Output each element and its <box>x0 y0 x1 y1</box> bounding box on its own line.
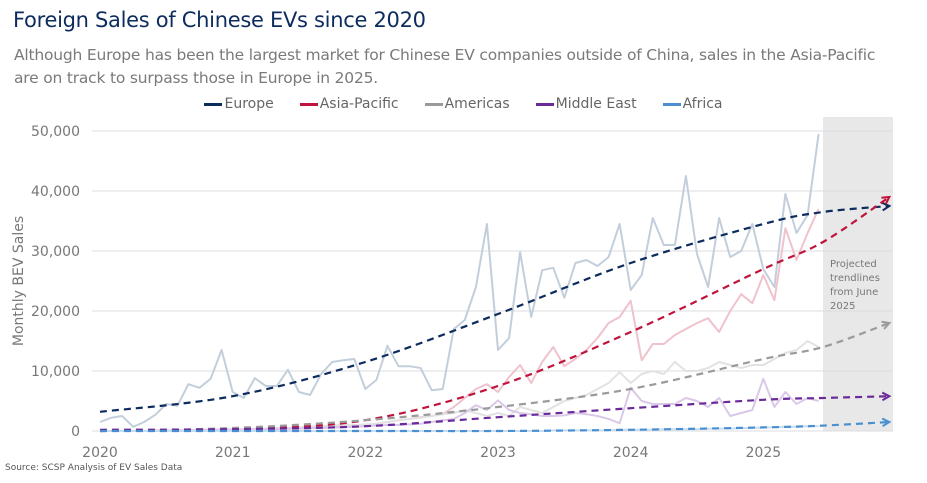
legend-swatch <box>424 102 443 106</box>
y-axis-title: Monthly BEV Sales <box>11 216 27 346</box>
trendline-africa <box>100 420 890 433</box>
trendline-arrow-americas <box>881 320 892 330</box>
legend-swatch <box>535 102 554 106</box>
projection-annotation: Projected <box>830 259 877 270</box>
legend-swatch <box>662 102 681 106</box>
y-tick-label: 20,000 <box>31 304 80 320</box>
x-tick-label: 2022 <box>348 445 384 461</box>
projection-shade <box>823 117 893 431</box>
projection-annotation: 2025 <box>830 301 855 312</box>
y-tick-label: 0 <box>71 424 80 440</box>
legend-label: Asia-Pacific <box>319 96 399 112</box>
y-tick-label: 50,000 <box>31 124 80 140</box>
x-tick-label: 2021 <box>215 445 251 461</box>
chart-title: Foreign Sales of Chinese EVs since 2020 <box>13 8 426 32</box>
chart-subtitle: Although Europe has been the largest mar… <box>14 46 876 87</box>
legend-item-middle-east: Middle East <box>535 96 637 112</box>
projection-annotation: from June <box>830 287 878 298</box>
series-line-americas <box>100 340 820 432</box>
legend: Europe Asia-Pacific Americas Middle East Afr… <box>0 96 927 112</box>
y-tick-label: 40,000 <box>31 184 80 200</box>
legend-label: Americas <box>444 96 510 112</box>
trendline-arrow-africa <box>881 417 892 428</box>
series-line-middle-east <box>100 377 819 432</box>
legend-label: Africa <box>682 96 723 112</box>
trendline-arrow-asia-pacific <box>881 195 892 205</box>
series-line-europe <box>99 133 820 428</box>
legend-swatch <box>299 102 318 106</box>
y-tick-label: 30,000 <box>31 244 80 260</box>
x-tick-label: 2025 <box>746 445 782 461</box>
trendline-europe <box>99 204 890 413</box>
x-tick-label: 2020 <box>82 445 118 461</box>
trendline-arrow-middle-east <box>881 391 892 402</box>
trendline-arrow-europe <box>881 201 892 212</box>
y-tick-label: 10,000 <box>31 364 80 380</box>
x-tick-label: 2023 <box>480 445 516 461</box>
trendline-middle-east <box>99 395 890 431</box>
trendline-americas <box>99 321 890 433</box>
legend-item-americas: Americas <box>424 96 510 112</box>
projection-annotation: trendlines <box>830 273 880 284</box>
legend-item-asia-pacific: Asia-Pacific <box>299 96 399 112</box>
legend-item-europe: Europe <box>204 96 274 112</box>
legend-item-africa: Africa <box>662 96 723 112</box>
legend-label: Europe <box>224 96 274 112</box>
legend-label: Middle East <box>555 96 637 112</box>
source-note: Source: SCSP Analysis of EV Sales Data <box>5 463 183 473</box>
x-tick-label: 2024 <box>613 445 649 461</box>
legend-swatch <box>204 102 223 106</box>
series-line-africa <box>100 425 819 432</box>
